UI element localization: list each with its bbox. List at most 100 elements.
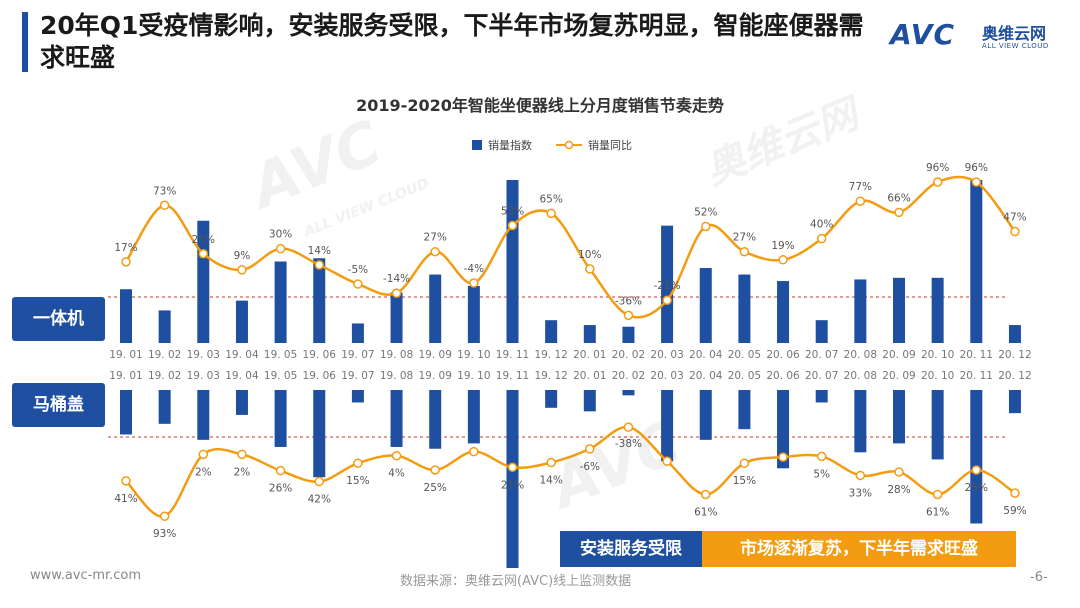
bottom-yoy-label: 33% <box>849 487 872 499</box>
bottom-x-tick-label: 19. 02 <box>148 370 181 382</box>
page-title: 20年Q1受疫情影响，安装服务受限，下半年市场复苏明显，智能座便器需求旺盛 <box>40 11 864 72</box>
bottom-x-tick-label: 19. 01 <box>109 370 142 382</box>
footer-url[interactable]: www.avc-mr.com <box>30 568 142 583</box>
bottom-bar <box>931 390 944 460</box>
top-yoy-label: 10% <box>578 249 601 261</box>
bottom-bar <box>1008 390 1021 414</box>
top-x-tick-label: 20. 08 <box>844 349 877 361</box>
top-yoy-point <box>353 279 363 289</box>
bottom-yoy-label: 41% <box>114 493 137 505</box>
bottom-x-tick-label: 19. 04 <box>225 370 259 382</box>
top-yoy-label: 27% <box>424 232 447 244</box>
bottom-bar <box>738 390 751 430</box>
top-yoy-label: 40% <box>810 219 833 231</box>
top-yoy-label: 25% <box>192 234 215 246</box>
top-yoy-point <box>546 208 556 219</box>
bottom-yoy-point <box>855 470 866 481</box>
bottom-bar <box>545 390 558 408</box>
top-yoy-point <box>739 246 750 257</box>
bottom-x-tick-label: 19. 12 <box>534 370 567 382</box>
top-x-tick-label: 19. 08 <box>380 349 413 361</box>
top-yoy-label: 30% <box>269 229 292 241</box>
bottom-x-tick-label: 19. 09 <box>418 370 451 382</box>
top-yoy-point <box>159 200 170 211</box>
bottom-yoy-label: 61% <box>694 506 717 518</box>
panel-label-integrated: 一体机 <box>12 297 105 341</box>
bottom-x-tick-label: 20. 03 <box>650 370 683 382</box>
top-bar <box>120 289 132 343</box>
bottom-yoy-label: 28% <box>887 484 910 496</box>
top-x-tick-label: 20. 07 <box>805 349 838 361</box>
top-yoy-point <box>585 264 595 274</box>
bottom-yoy-point <box>121 476 131 486</box>
top-yoy-point <box>507 220 518 231</box>
bottom-yoy-label: 4% <box>388 468 405 480</box>
bottom-yoy-point <box>430 465 440 475</box>
bottom-yoy-label: 59% <box>1003 505 1026 517</box>
bottom-x-tick-label: 19. 03 <box>187 370 220 382</box>
legend-line-marker <box>564 140 574 150</box>
top-bar <box>931 277 944 343</box>
top-bar <box>313 258 326 343</box>
bottom-yoy-point <box>159 511 170 521</box>
bottom-bar <box>313 390 326 478</box>
bottom-yoy-label: 14% <box>539 475 562 487</box>
bottom-x-tick-label: 19. 06 <box>303 370 337 382</box>
top-x-tick-label: 20. 04 <box>689 349 723 361</box>
top-yoy-point <box>816 233 827 244</box>
top-yoy-point <box>237 265 247 275</box>
bottom-bar <box>506 390 519 568</box>
top-yoy-label: 27% <box>733 232 756 244</box>
top-x-tick-label: 20. 03 <box>650 349 683 361</box>
top-x-tick-label: 19. 05 <box>264 349 297 361</box>
bottom-x-tick-label: 20. 06 <box>766 370 800 382</box>
top-bar <box>467 285 480 343</box>
top-yoy-label: 96% <box>965 162 988 174</box>
top-bar <box>815 320 828 343</box>
top-x-tick-label: 19. 07 <box>341 349 374 361</box>
top-bar <box>854 279 867 343</box>
top-bar <box>390 292 403 343</box>
top-x-tick-label: 19. 01 <box>109 349 142 361</box>
top-yoy-label: -21% <box>654 280 681 292</box>
bottom-yoy-point <box>701 489 711 500</box>
top-yoy-point <box>275 243 286 254</box>
top-yoy-point <box>662 295 672 305</box>
top-yoy-point <box>391 288 402 298</box>
top-yoy-label: -4% <box>464 263 484 275</box>
bottom-x-tick-label: 19. 08 <box>380 370 413 382</box>
top-yoy-point <box>121 257 131 267</box>
bottom-x-tick-label: 19. 11 <box>496 370 529 382</box>
top-bar <box>699 268 712 343</box>
bottom-yoy-point <box>469 446 479 457</box>
bottom-bar <box>390 390 403 447</box>
top-bar <box>777 281 790 343</box>
bottom-bar <box>622 390 635 396</box>
banner-service-limited: 安装服务受限 <box>560 531 702 567</box>
bottom-bar <box>854 390 867 453</box>
bottom-yoy-point <box>932 489 943 500</box>
top-yoy-label: -5% <box>348 264 368 276</box>
bottom-yoy-point <box>353 458 363 468</box>
bottom-yoy-label: 26% <box>269 483 292 495</box>
bottom-yoy-point <box>391 450 402 461</box>
bottom-x-tick-label: 20. 09 <box>882 370 915 382</box>
top-x-tick-label: 20. 10 <box>921 349 954 361</box>
top-x-tick-label: 19. 03 <box>187 349 220 361</box>
top-yoy-point <box>469 278 479 288</box>
top-x-tick-label: 19. 12 <box>534 349 567 361</box>
top-bar <box>738 274 751 343</box>
bottom-x-tick-label: 20. 11 <box>960 370 993 382</box>
top-x-tick-label: 19. 04 <box>225 349 259 361</box>
bottom-bar <box>893 390 905 444</box>
bottom-bar <box>197 390 210 440</box>
top-yoy-label: 19% <box>771 240 794 252</box>
top-bar <box>274 261 287 343</box>
bottom-x-tick-label: 19. 10 <box>457 370 490 382</box>
top-yoy-point <box>623 310 634 321</box>
bottom-x-tick-label: 19. 07 <box>341 370 374 382</box>
top-x-tick-label: 20. 01 <box>573 349 606 361</box>
top-x-tick-label: 20. 11 <box>960 349 993 361</box>
banner-market-recovery: 市场逐渐复苏，下半年需求旺盛 <box>702 531 1016 567</box>
top-yoy-point <box>855 196 866 206</box>
